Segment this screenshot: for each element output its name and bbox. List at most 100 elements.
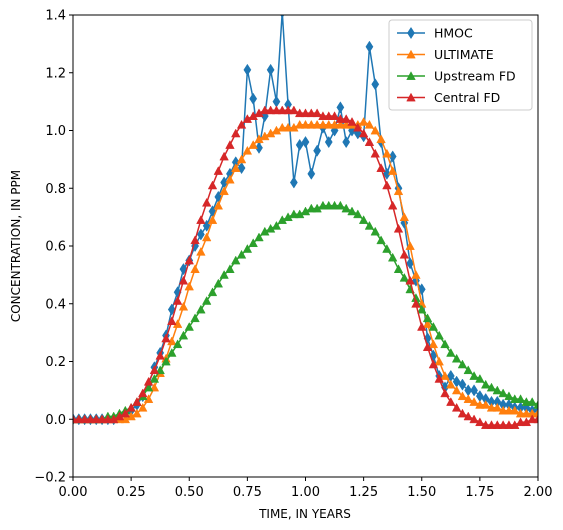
- x-tick-label: 1.00: [291, 485, 320, 500]
- data-point: [260, 105, 270, 115]
- data-point: [422, 313, 433, 323]
- data-point: [446, 397, 456, 406]
- data-point: [271, 220, 282, 230]
- data-point: [271, 105, 282, 115]
- data-point: [324, 111, 334, 120]
- y-tick-label: 0.4: [45, 297, 66, 312]
- data-point: [371, 78, 380, 91]
- data-point: [446, 379, 456, 389]
- data-point: [243, 63, 252, 76]
- data-point: [277, 122, 287, 132]
- data-point: [422, 342, 433, 351]
- data-point: [132, 397, 142, 406]
- data-point: [504, 405, 514, 415]
- data-point: [289, 105, 299, 115]
- data-point: [335, 114, 346, 123]
- data-point: [451, 353, 462, 363]
- data-point: [440, 339, 450, 349]
- data-point: [196, 215, 206, 224]
- series-upstream-fd: [73, 200, 538, 424]
- data-point: [294, 108, 305, 118]
- legend-marker: [406, 71, 416, 80]
- data-point: [358, 128, 369, 138]
- data-point: [457, 408, 468, 418]
- data-point: [446, 348, 456, 357]
- data-point: [266, 63, 275, 76]
- x-tick-label: 1.50: [407, 485, 436, 500]
- data-point: [283, 122, 293, 132]
- data-point: [353, 122, 363, 132]
- data-point: [190, 235, 200, 245]
- data-point: [300, 108, 311, 118]
- data-point: [149, 365, 160, 375]
- data-point: [376, 163, 386, 172]
- data-point: [149, 382, 160, 392]
- legend-entry: Central FD: [397, 90, 500, 105]
- data-point: [225, 264, 235, 274]
- y-tick-label: 0.2: [45, 355, 66, 370]
- data-point: [504, 391, 514, 401]
- data-point: [236, 119, 247, 129]
- legend-entry: Upstream FD: [397, 69, 516, 84]
- data-point: [167, 316, 177, 325]
- data-point: [492, 402, 503, 412]
- data-point: [510, 394, 520, 403]
- data-point: [225, 174, 235, 184]
- data-point: [318, 119, 328, 129]
- data-point: [341, 203, 351, 213]
- data-point: [289, 209, 299, 219]
- data-point: [143, 376, 154, 386]
- data-point: [201, 232, 212, 242]
- data-point: [533, 414, 538, 424]
- data-point: [364, 220, 375, 230]
- data-point: [265, 105, 276, 115]
- data-point: [196, 304, 206, 314]
- data-point: [207, 215, 218, 224]
- data-point: [202, 219, 211, 232]
- data-point: [358, 215, 369, 224]
- legend-entry: ULTIMATE: [397, 47, 494, 62]
- data-point: [207, 287, 218, 297]
- data-point: [172, 339, 183, 349]
- data-point: [307, 167, 316, 180]
- x-tick-label: 1.25: [349, 485, 378, 500]
- data-point: [376, 235, 386, 245]
- data-point: [324, 135, 333, 149]
- data-point: [213, 278, 224, 288]
- data-point: [184, 281, 194, 291]
- data-point: [219, 186, 229, 196]
- data-point: [254, 232, 264, 242]
- data-point: [313, 144, 322, 157]
- data-point: [417, 283, 426, 296]
- data-point: [440, 388, 450, 398]
- data-point: [138, 388, 148, 398]
- data-point: [480, 420, 491, 429]
- data-point: [231, 255, 241, 265]
- data-point: [417, 322, 427, 331]
- data-point: [434, 373, 444, 383]
- data-point: [242, 145, 253, 155]
- x-tick-label: 0.25: [117, 485, 146, 500]
- legend-label: Upstream FD: [434, 69, 516, 84]
- data-point: [236, 249, 247, 259]
- data-point: [451, 402, 462, 412]
- data-point: [498, 388, 508, 398]
- data-point: [172, 296, 183, 305]
- data-point: [504, 420, 514, 429]
- data-point: [353, 209, 363, 219]
- data-point: [324, 119, 334, 129]
- data-point: [341, 114, 351, 123]
- data-point: [191, 239, 199, 253]
- data-point: [155, 350, 165, 360]
- data-point: [335, 119, 346, 129]
- legend-marker: [407, 26, 415, 40]
- data-point: [236, 154, 247, 164]
- data-point: [527, 414, 537, 424]
- x-tick-label: 0.50: [175, 485, 204, 500]
- data-point: [306, 119, 317, 129]
- x-tick-label: 1.75: [465, 485, 494, 500]
- data-point: [521, 397, 532, 406]
- data-point: [498, 420, 508, 429]
- data-point: [475, 373, 485, 383]
- data-point: [126, 402, 136, 412]
